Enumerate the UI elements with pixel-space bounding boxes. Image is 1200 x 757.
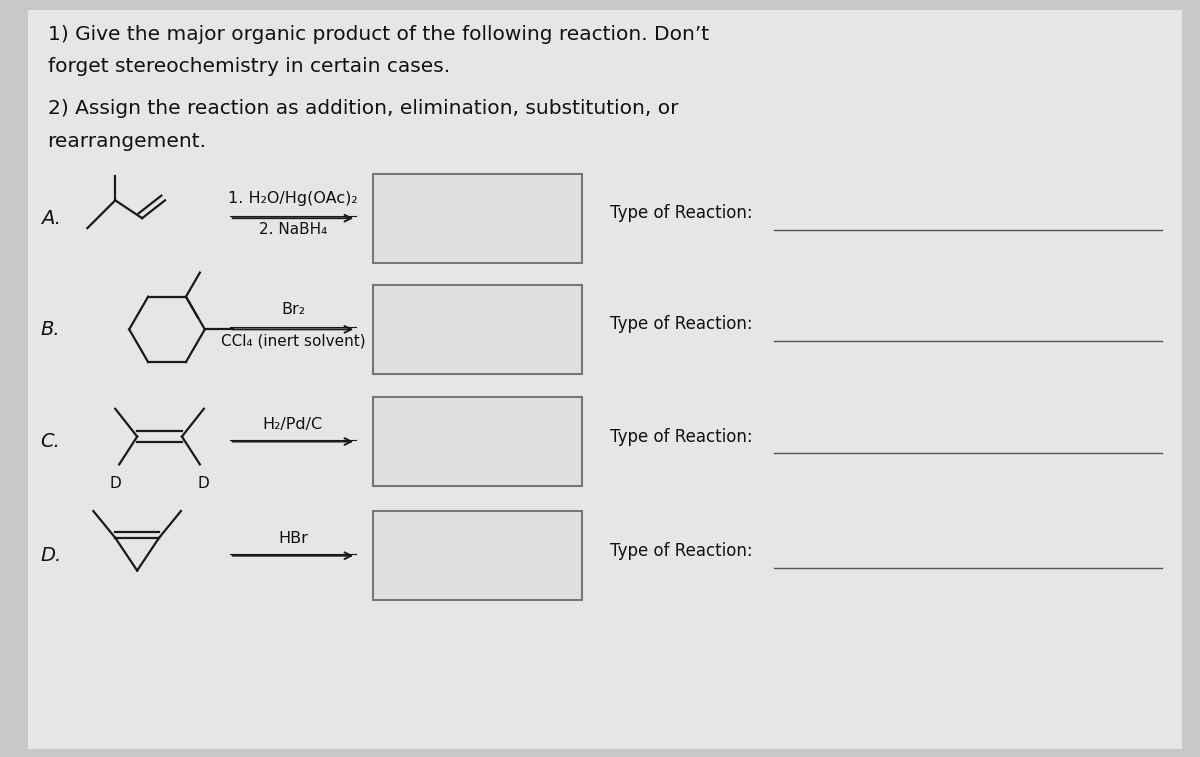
Bar — [373, 511, 582, 600]
Bar — [373, 397, 582, 486]
Bar — [373, 173, 582, 263]
Text: Type of Reaction:: Type of Reaction: — [610, 316, 752, 333]
Text: forget stereochemistry in certain cases.: forget stereochemistry in certain cases. — [48, 58, 450, 76]
Text: 2) Assign the reaction as addition, elimination, substitution, or: 2) Assign the reaction as addition, elim… — [48, 99, 678, 118]
Text: C.: C. — [41, 432, 60, 451]
Text: Type of Reaction:: Type of Reaction: — [610, 428, 752, 446]
Text: 2. NaBH₄: 2. NaBH₄ — [259, 222, 328, 237]
Text: 1. H₂O/Hg(OAc)₂: 1. H₂O/Hg(OAc)₂ — [228, 192, 358, 206]
Text: H₂/Pd/C: H₂/Pd/C — [263, 416, 323, 431]
Text: D: D — [109, 476, 121, 491]
Text: B.: B. — [41, 320, 60, 339]
Text: D: D — [198, 476, 210, 491]
Text: HBr: HBr — [278, 531, 308, 546]
Text: rearrangement.: rearrangement. — [48, 132, 206, 151]
Text: D.: D. — [41, 547, 62, 565]
Text: Type of Reaction:: Type of Reaction: — [610, 542, 752, 559]
Text: 1) Give the major organic product of the following reaction. Don’t: 1) Give the major organic product of the… — [48, 25, 709, 44]
Text: CCl₄ (inert solvent): CCl₄ (inert solvent) — [221, 333, 365, 348]
Text: A.: A. — [41, 209, 61, 228]
Text: Br₂: Br₂ — [281, 303, 305, 317]
Bar — [373, 285, 582, 374]
Text: Type of Reaction:: Type of Reaction: — [610, 204, 752, 223]
